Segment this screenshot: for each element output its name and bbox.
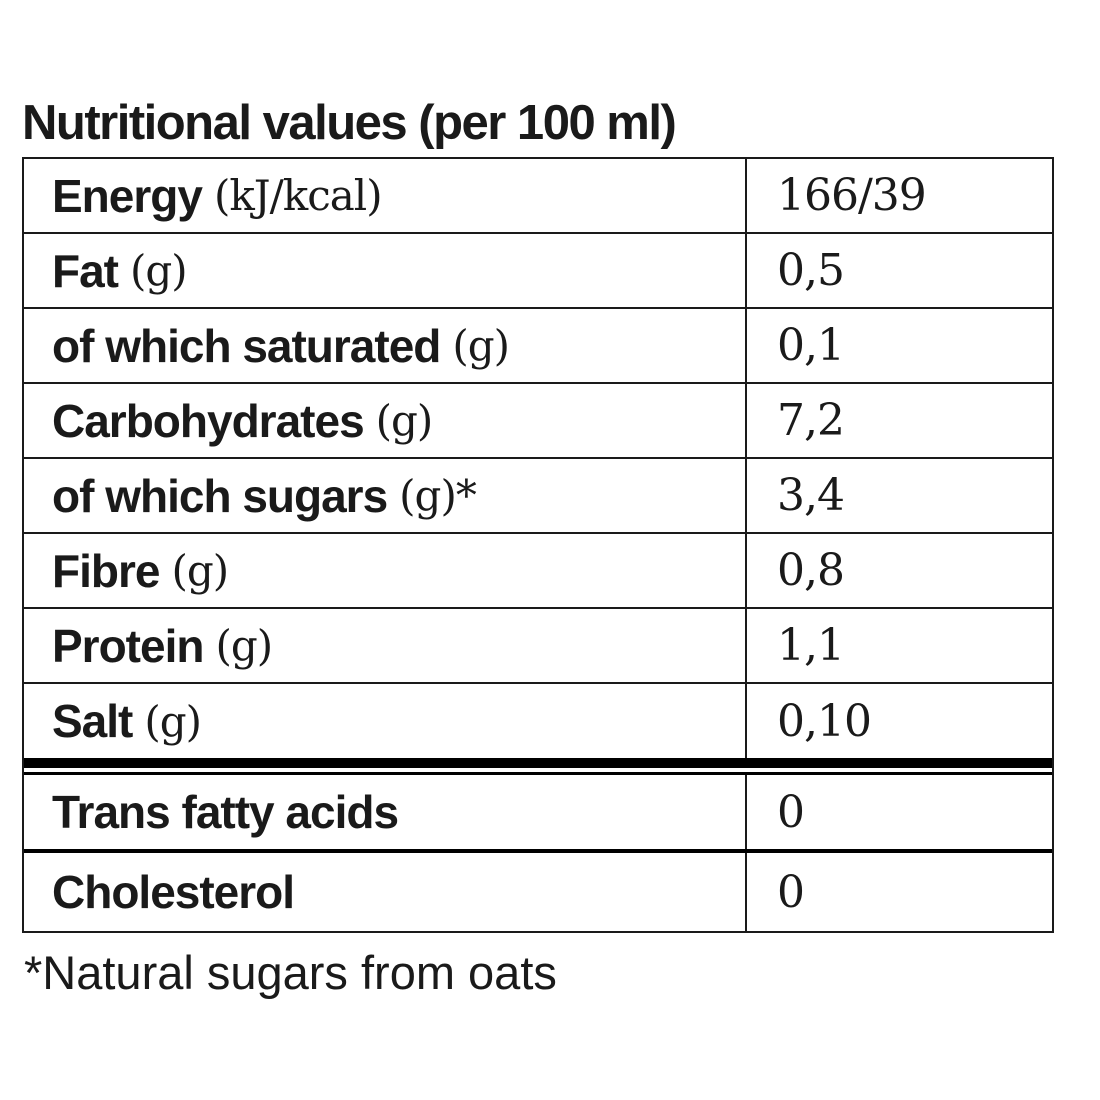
nutrient-unit: (g) — [144, 696, 202, 746]
table-title: Nutritional values (per 100 ml) — [22, 96, 677, 150]
row-label-cell: Energy (kJ/kcal) — [24, 159, 747, 232]
nutrient-name: Energy — [52, 169, 203, 222]
nutrient-value: 7,2 — [777, 395, 845, 446]
row-label-cell: Fibre (g) — [24, 534, 747, 607]
nutrient-name: Cholesterol — [52, 866, 295, 918]
table-row-sugars: of which sugars (g)* 3,4 — [24, 459, 1052, 534]
nutrient-name: of which saturated — [52, 319, 441, 372]
section-divider — [24, 758, 1052, 775]
nutrient-name: Carbohydrates — [52, 394, 365, 447]
nutrient-name: of which sugars — [52, 469, 388, 522]
table-row-cholesterol: Cholesterol 0 — [24, 853, 1052, 931]
nutrient-value: 1,1 — [777, 620, 845, 671]
table-row-trans-fat: Trans fatty acids 0 — [24, 775, 1052, 853]
nutrient-unit: (g) — [452, 321, 510, 370]
nutrient-value: 166/39 — [777, 170, 927, 221]
nutrient-unit: (g) — [130, 246, 188, 295]
table-row-salt: Salt (g) 0,10 — [24, 684, 1052, 758]
row-label-cell: Protein (g) — [24, 609, 747, 682]
table-row-fat: Fat (g) 0,5 — [24, 234, 1052, 309]
nutrient-value: 0,8 — [777, 545, 845, 596]
row-label-cell: Trans fatty acids — [24, 775, 747, 849]
row-label-cell: Carbohydrates (g) — [24, 384, 747, 457]
nutrient-name: Fibre — [52, 544, 160, 597]
row-label-cell: Cholesterol — [24, 853, 747, 931]
table-row-fibre: Fibre (g) 0,8 — [24, 534, 1052, 609]
row-label-cell: Fat (g) — [24, 234, 747, 307]
footnote: *Natural sugars from oats — [24, 946, 557, 999]
row-label-cell: of which sugars (g)* — [24, 459, 747, 532]
nutrient-unit: (g)* — [399, 471, 477, 520]
row-label-cell: of which saturated (g) — [24, 309, 747, 382]
nutrient-unit: (g) — [171, 546, 229, 595]
nutrient-unit: (g) — [215, 621, 273, 670]
nutrient-unit: (kJ/kcal) — [213, 171, 383, 220]
nutrient-value: 0 — [777, 786, 805, 838]
nutrient-value: 0,5 — [777, 245, 845, 296]
nutrient-name: Trans fatty acids — [52, 786, 399, 838]
table-row-energy: Energy (kJ/kcal) 166/39 — [24, 159, 1052, 234]
table-row-carbohydrates: Carbohydrates (g) 7,2 — [24, 384, 1052, 459]
table-row-saturated: of which saturated (g) 0,1 — [24, 309, 1052, 384]
nutrient-value: 0,10 — [777, 695, 872, 747]
row-label-cell: Salt (g) — [24, 684, 747, 758]
nutrition-table: Energy (kJ/kcal) 166/39 Fat (g) 0,5 of w… — [22, 157, 1054, 933]
nutrient-name: Salt — [52, 695, 133, 747]
nutrient-unit: (g) — [375, 396, 434, 445]
nutrient-value: 3,4 — [777, 470, 845, 521]
nutrient-value: 0 — [777, 866, 805, 918]
table-row-protein: Protein (g) 1,1 — [24, 609, 1052, 684]
nutrient-name: Protein — [52, 619, 204, 672]
nutrient-value: 0,1 — [777, 320, 845, 371]
nutrient-name: Fat — [52, 244, 119, 297]
